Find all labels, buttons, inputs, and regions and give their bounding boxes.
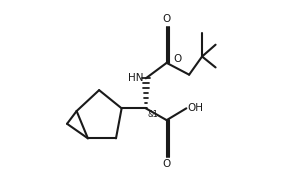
Text: O: O (162, 14, 171, 24)
Text: O: O (162, 159, 171, 169)
Text: &1: &1 (148, 110, 158, 119)
Text: HN: HN (128, 73, 144, 82)
Text: OH: OH (188, 103, 204, 113)
Text: O: O (174, 54, 182, 64)
